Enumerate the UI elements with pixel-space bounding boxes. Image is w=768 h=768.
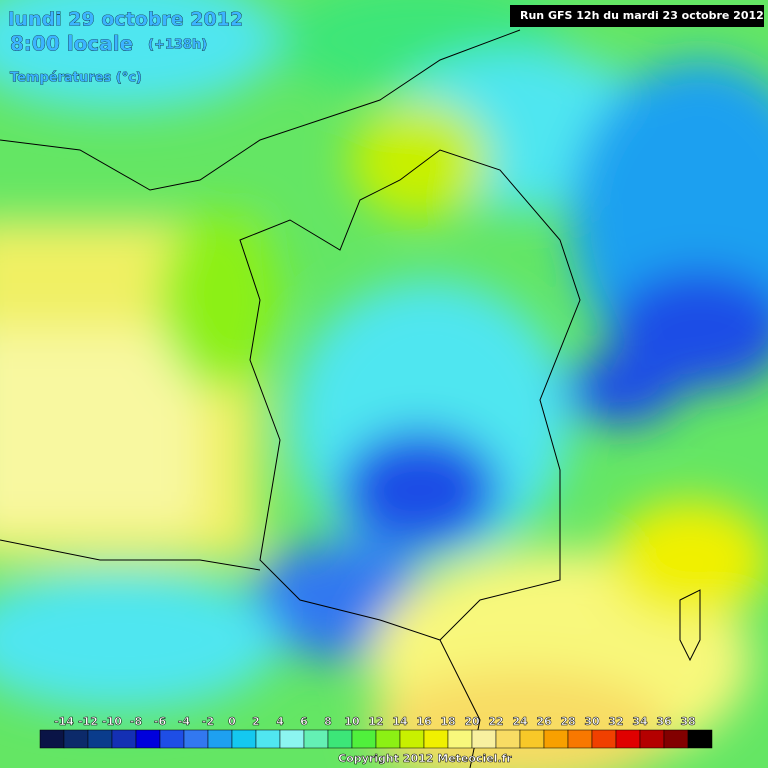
legend-swatch	[423, 729, 449, 749]
legend-label: 18	[440, 715, 455, 728]
run-box	[510, 5, 764, 27]
legend-label: 36	[656, 715, 672, 728]
legend-label: -14	[54, 715, 74, 728]
legend-swatch	[231, 729, 257, 749]
legend-swatch	[183, 729, 209, 749]
legend-label: 12	[368, 715, 383, 728]
legend-label: 4	[276, 715, 284, 728]
legend-swatch	[687, 729, 713, 749]
legend-swatch	[399, 729, 425, 749]
legend-label: 8	[324, 715, 332, 728]
legend-swatch	[567, 729, 593, 749]
legend-swatch	[135, 729, 161, 749]
legend-label: 10	[344, 715, 360, 728]
legend-swatch	[39, 729, 65, 749]
copyright: Copyright 2012 Meteociel.fr	[338, 752, 512, 765]
legend-label: -8	[130, 715, 142, 728]
legend-swatch	[327, 729, 353, 749]
legend-label: -10	[102, 715, 122, 728]
legend-label: 0	[228, 715, 236, 728]
legend-swatch	[543, 729, 569, 749]
legend-label: 32	[608, 715, 623, 728]
legend-swatch	[471, 729, 497, 749]
legend-swatch	[87, 729, 113, 749]
legend-label: 24	[512, 715, 528, 728]
legend: -14 -12 -10 -8 -6 -4 -2 0 2 4 6 8 10 12 14 16 18 20 22 24 26…	[39, 715, 713, 749]
legend-label: 26	[536, 715, 552, 728]
legend-label: -4	[178, 715, 191, 728]
run-info: Run GFS 12h du mardi 23 octobre 2012	[520, 9, 764, 22]
legend-label: -2	[202, 715, 214, 728]
legend-swatch	[447, 729, 473, 749]
variable: Températures (°c)	[10, 71, 142, 86]
legend-label: 2	[252, 715, 260, 728]
date: lundi 29 octobre 2012	[8, 9, 243, 31]
legend-swatch	[111, 729, 137, 749]
lead-time: (+138h)	[148, 38, 207, 53]
legend-swatch	[351, 729, 377, 749]
time: 8:00 locale	[10, 32, 133, 56]
legend-label: 38	[680, 715, 695, 728]
legend-swatch	[519, 729, 545, 749]
legend-swatch	[63, 729, 89, 749]
legend-swatch	[495, 729, 521, 749]
legend-swatch	[255, 729, 281, 749]
legend-label: 16	[416, 715, 432, 728]
legend-swatch	[591, 729, 617, 749]
legend-label: 22	[488, 715, 503, 728]
legend-label: -12	[78, 715, 98, 728]
legend-label: 14	[392, 715, 408, 728]
legend-swatch	[375, 729, 401, 749]
legend-swatch	[303, 729, 329, 749]
legend-swatch	[159, 729, 185, 749]
legend-label: 28	[560, 715, 575, 728]
legend-swatch	[207, 729, 233, 749]
legend-swatch	[639, 729, 665, 749]
legend-label: 20	[464, 715, 480, 728]
legend-label: 34	[632, 715, 648, 728]
legend-swatch	[663, 729, 689, 749]
legend-swatch	[615, 729, 641, 749]
legend-swatch	[279, 729, 305, 749]
legend-label: -6	[154, 715, 167, 728]
legend-label: 6	[300, 715, 308, 728]
legend-label: 30	[584, 715, 600, 728]
